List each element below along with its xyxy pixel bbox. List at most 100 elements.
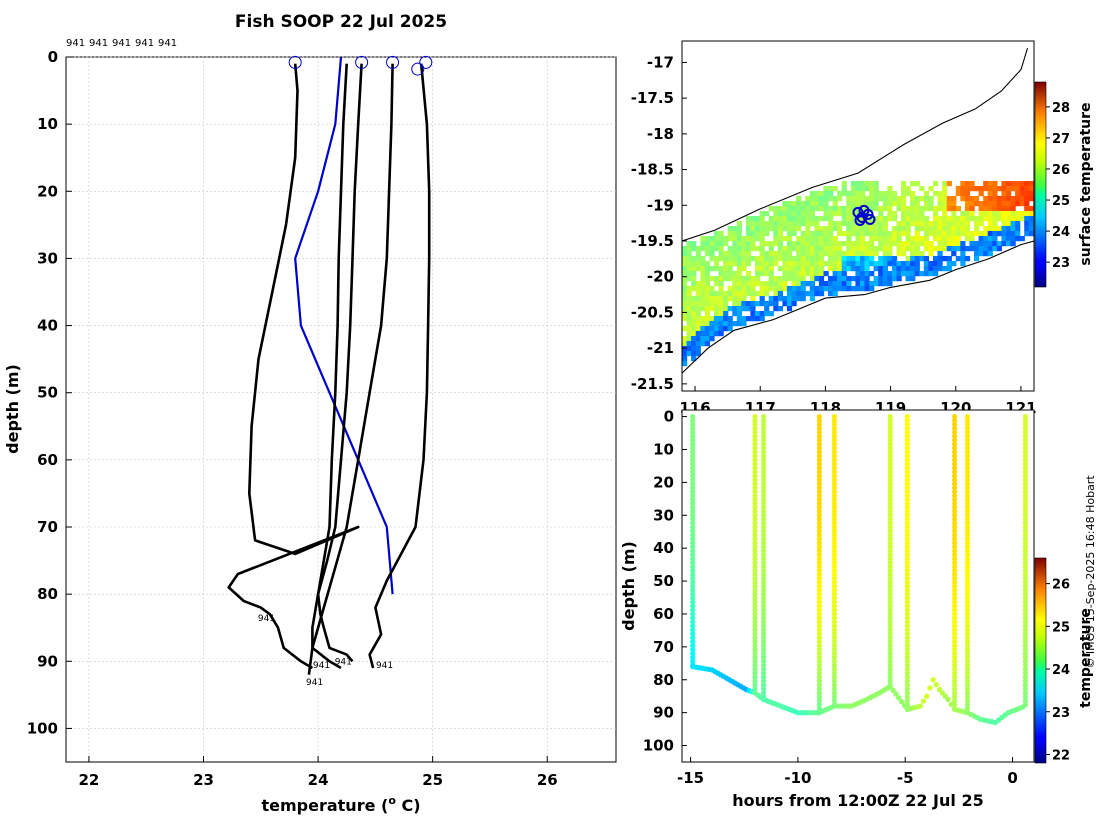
sst-pixel bbox=[791, 216, 797, 222]
sst-pixel bbox=[860, 246, 866, 252]
sst-pixel bbox=[955, 206, 961, 212]
sst-pixel bbox=[723, 306, 729, 312]
cast-dot bbox=[964, 552, 971, 558]
cast-dot bbox=[690, 417, 696, 424]
sst-pixel bbox=[846, 251, 852, 257]
cast-dot bbox=[904, 674, 910, 680]
cast-dot bbox=[760, 650, 767, 657]
cast-dot bbox=[1022, 674, 1029, 680]
sst-pixel bbox=[1001, 211, 1007, 217]
cast-dot bbox=[690, 654, 696, 660]
sst-pixel bbox=[809, 281, 815, 287]
cast-dot bbox=[904, 646, 910, 653]
sst-pixel bbox=[745, 286, 752, 292]
sst-pixel bbox=[869, 216, 875, 222]
sst-pixel bbox=[686, 296, 692, 302]
cast-dot bbox=[904, 433, 910, 439]
sst-pixel bbox=[937, 216, 943, 222]
sst-pixel bbox=[919, 226, 925, 232]
sst-pixel bbox=[878, 191, 884, 197]
cast-dot bbox=[690, 508, 696, 514]
cast-dot bbox=[831, 690, 837, 696]
cast-dot bbox=[951, 413, 958, 420]
sst-pixel bbox=[928, 266, 934, 272]
sst-pixel bbox=[727, 266, 733, 272]
sst-pixel bbox=[1015, 216, 1021, 222]
cast-dot bbox=[690, 520, 696, 526]
cast-dot bbox=[816, 678, 822, 684]
sst-pixel bbox=[736, 236, 742, 242]
sst-pixel bbox=[695, 316, 701, 322]
cast-dot bbox=[964, 670, 971, 676]
sst-pixel bbox=[864, 226, 870, 232]
sst-pixel bbox=[1015, 201, 1021, 207]
sst-pixel bbox=[869, 191, 875, 197]
sst-pixel bbox=[901, 271, 907, 277]
cast-dot bbox=[1022, 650, 1029, 657]
cast-dot bbox=[831, 674, 837, 680]
cast-dot bbox=[760, 512, 767, 518]
cast-dot bbox=[1022, 698, 1029, 704]
cast-dot bbox=[816, 599, 822, 605]
sst-pixel bbox=[850, 266, 856, 272]
sst-pixel bbox=[873, 246, 879, 252]
cast-dot bbox=[887, 591, 893, 597]
sst-pixel bbox=[732, 276, 738, 282]
sst-pixel bbox=[882, 206, 888, 212]
sst-pixel bbox=[951, 261, 957, 267]
sst-pixel bbox=[923, 226, 929, 232]
sst-pixel bbox=[750, 246, 756, 252]
sst-pixel bbox=[864, 206, 870, 212]
cast-dot bbox=[752, 508, 758, 514]
sst-pixel bbox=[805, 196, 811, 202]
cast-dot bbox=[964, 492, 971, 499]
cast-dot bbox=[1022, 627, 1029, 633]
sst-pixel bbox=[786, 201, 793, 207]
sst-pixel bbox=[960, 241, 966, 247]
cast-dot bbox=[752, 532, 758, 538]
sst-pixel bbox=[713, 276, 720, 282]
sst-pixel bbox=[745, 216, 752, 222]
cast-dot bbox=[690, 544, 696, 550]
sst-pixel bbox=[682, 276, 688, 282]
sst-pixel bbox=[864, 261, 870, 267]
cast-dot bbox=[951, 595, 958, 601]
sst-pixel bbox=[1006, 186, 1012, 192]
sst-pixel bbox=[773, 206, 779, 212]
sst-pixel bbox=[928, 206, 934, 212]
sst-pixel bbox=[910, 276, 916, 282]
cast-dot bbox=[904, 686, 910, 692]
cast-dot bbox=[904, 524, 910, 530]
sst-pixel bbox=[832, 206, 838, 212]
sst-pixel bbox=[964, 221, 971, 227]
bottom-dot bbox=[901, 702, 908, 709]
cast-dot bbox=[904, 417, 910, 424]
sst-pixel bbox=[700, 236, 706, 242]
sst-pixel bbox=[974, 246, 980, 252]
sst-pixel bbox=[841, 206, 847, 212]
sst-pixel bbox=[791, 256, 797, 262]
map-ytick-label: -17 bbox=[647, 53, 674, 71]
cast-dot bbox=[1022, 694, 1029, 700]
sst-pixel bbox=[691, 241, 697, 247]
sst-pixel bbox=[887, 251, 893, 257]
sst-pixel bbox=[828, 256, 834, 262]
cast-dot bbox=[951, 638, 958, 645]
sst-pixel bbox=[964, 236, 971, 242]
cast-dot bbox=[752, 413, 758, 420]
map-sst-pixels bbox=[682, 181, 1034, 367]
sst-pixel bbox=[841, 221, 847, 227]
sst-pixel bbox=[814, 251, 820, 257]
sst-pixel bbox=[910, 246, 916, 252]
cast-dot bbox=[904, 627, 910, 633]
sst-pixel bbox=[905, 261, 911, 267]
cast-dot bbox=[760, 603, 767, 609]
sst-pixel bbox=[713, 326, 720, 332]
sst-pixel bbox=[736, 286, 742, 292]
cast-dot bbox=[887, 650, 893, 657]
sst-pixel bbox=[686, 341, 692, 347]
sst-pixel bbox=[1006, 226, 1012, 232]
cast-dot bbox=[760, 627, 767, 633]
cast-dot bbox=[1022, 492, 1029, 499]
